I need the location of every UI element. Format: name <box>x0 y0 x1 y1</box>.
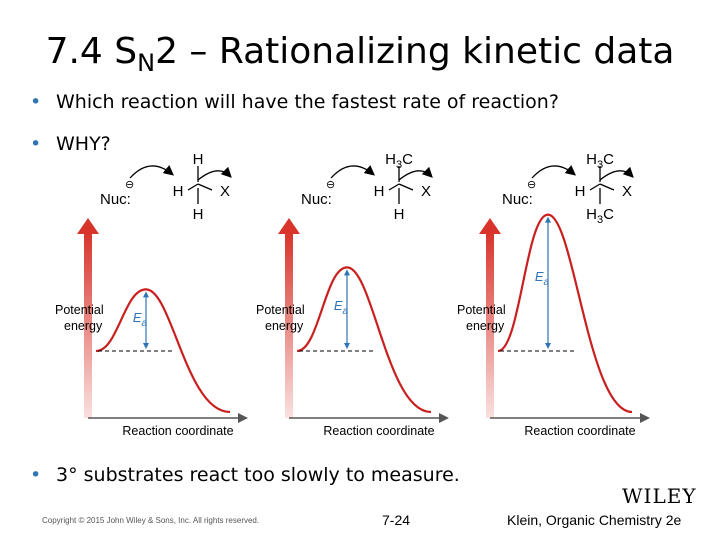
ea-label: Ea <box>133 310 148 329</box>
top-substituent: H <box>193 151 204 168</box>
left-substituent: H <box>374 183 385 200</box>
x-axis-arrowhead <box>238 413 248 423</box>
y-axis-label-energy: energy <box>64 319 103 333</box>
x-axis-label: Reaction coordinate <box>524 424 635 438</box>
top-substituent: H3C <box>586 151 614 171</box>
bullet-tertiary: • 3° substrates react too slowly to measu… <box>30 464 460 486</box>
energy-axis-arrowhead <box>77 218 99 234</box>
ea-label: Ea <box>535 269 550 288</box>
page-number: 7-24 <box>382 512 411 528</box>
energy-curve <box>95 288 231 414</box>
bottom-substituent: H <box>394 206 405 223</box>
x-axis-arrowhead <box>439 413 449 423</box>
bullet-dot-icon: • <box>30 133 42 155</box>
copyright-notice: Copyright © 2015 John Wiley & Sons, Inc.… <box>42 516 260 525</box>
ea-arrowhead-top <box>143 291 149 298</box>
y-axis-label-potential: Potential <box>256 303 305 317</box>
ea-label: Ea <box>334 298 349 317</box>
nucleophile-charge: ⊖ <box>527 179 536 191</box>
y-axis-label-energy: energy <box>466 319 505 333</box>
leaving-group: X <box>421 183 431 200</box>
x-axis-arrowhead <box>640 413 650 423</box>
nuc-label: Nuc: <box>502 191 533 208</box>
energy-axis-arrowhead <box>479 218 501 234</box>
nuc-label: Nuc: <box>100 191 131 208</box>
bullet-why: • WHY? <box>30 133 111 155</box>
bullet-fastest-rate: • Which reaction will have the fastest ra… <box>30 91 559 113</box>
ea-arrowhead-bottom <box>545 343 551 349</box>
mechanism-arrow-in <box>531 165 577 179</box>
left-substituent: H <box>173 183 184 200</box>
mechanism-arrow-out <box>599 166 634 181</box>
nucleophile-charge: ⊖ <box>326 179 335 191</box>
bond-left <box>187 183 199 191</box>
mechanism-arrow-out <box>197 166 232 181</box>
mechanism-arrow-in <box>129 165 175 179</box>
x-axis-label: Reaction coordinate <box>122 424 233 438</box>
energy-axis-arrow <box>486 232 494 418</box>
bond-right <box>197 183 213 191</box>
y-axis-label-potential: Potential <box>55 303 104 317</box>
bond-left <box>388 183 400 191</box>
leaving-group: X <box>622 183 632 200</box>
book-credit: Klein, Organic Chemistry 2e <box>507 512 682 528</box>
ea-arrowhead-top <box>545 216 551 223</box>
bond-right <box>599 183 615 191</box>
x-axis-label: Reaction coordinate <box>323 424 434 438</box>
y-axis-label-energy: energy <box>265 319 304 333</box>
energy-curve <box>497 213 633 414</box>
energy-axis-arrow <box>285 232 293 418</box>
mechanism-arrow-out <box>398 166 433 181</box>
leaving-group: X <box>220 183 230 200</box>
left-substituent: H <box>575 183 586 200</box>
bullet-dot-icon: • <box>30 91 42 113</box>
bottom-substituent: H <box>193 206 204 223</box>
energy-axis-arrowhead <box>278 218 300 234</box>
y-axis-label-potential: Potential <box>457 303 506 317</box>
publisher-logo: WILEY <box>622 484 697 508</box>
mechanism-arrow-in <box>330 165 376 179</box>
bullet-dot-icon: • <box>30 464 42 486</box>
bond-right <box>398 183 414 191</box>
ea-arrowhead-bottom <box>143 343 149 349</box>
slide-title: 7.4 SN2 – Rationalizing kinetic data <box>45 31 675 77</box>
energy-curve <box>296 266 432 414</box>
bond-left <box>589 183 601 191</box>
bottom-substituent: H3C <box>586 206 614 226</box>
ea-arrowhead-top <box>344 269 350 276</box>
energy-axis-arrow <box>84 232 92 418</box>
ea-arrowhead-bottom <box>344 343 350 349</box>
nucleophile-charge: ⊖ <box>125 179 134 191</box>
top-substituent: H3C <box>385 151 413 171</box>
nuc-label: Nuc: <box>301 191 332 208</box>
